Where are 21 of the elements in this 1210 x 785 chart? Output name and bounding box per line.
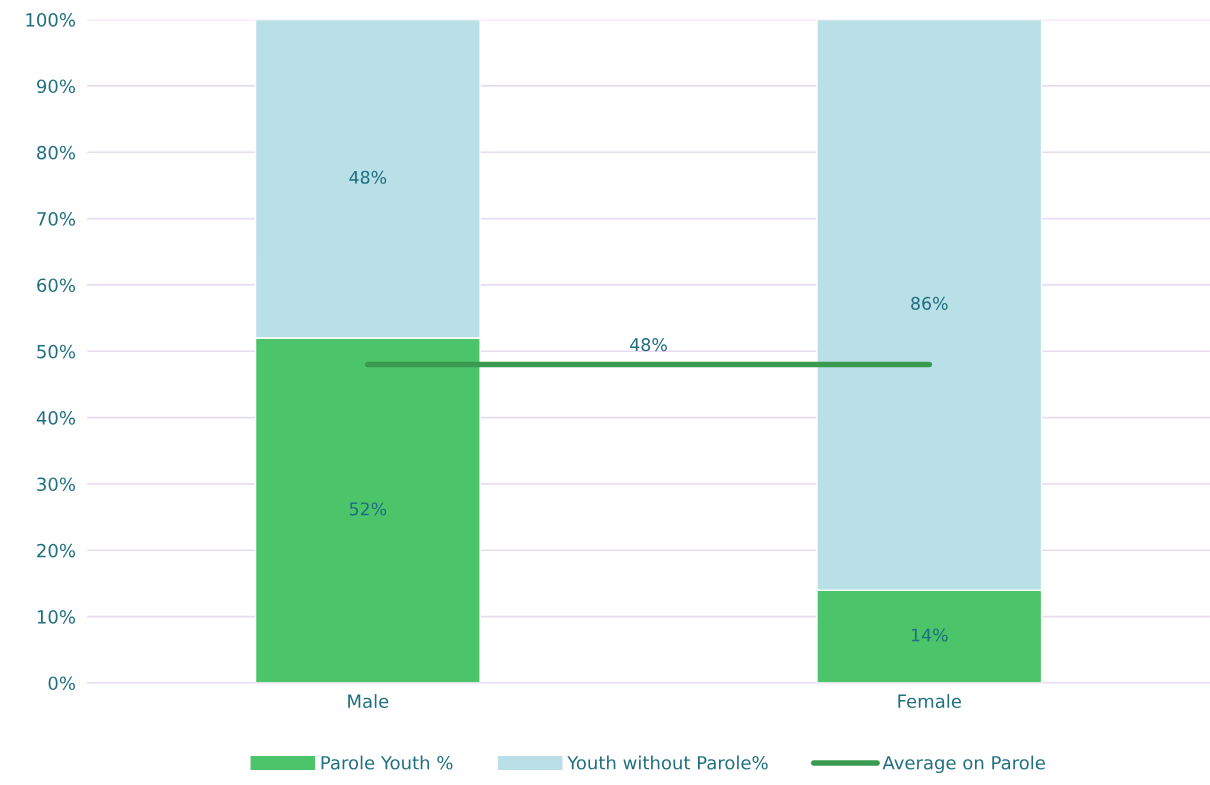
y-tick-label: 80% xyxy=(37,145,76,160)
y-tick-label: 100% xyxy=(26,13,76,27)
y-tick-label: 20% xyxy=(37,543,76,558)
y-tick-label: 10% xyxy=(37,610,76,624)
y-tick-label: 60% xyxy=(37,278,76,293)
data-label: 48% xyxy=(349,170,387,184)
y-tick-label: 0% xyxy=(48,676,76,691)
x-tick-label: Male xyxy=(348,694,389,709)
data-label: 14% xyxy=(911,628,948,642)
y-tick-label: 40% xyxy=(36,411,76,425)
y-tick-label: 90% xyxy=(37,79,76,94)
data-label: 52% xyxy=(349,502,387,516)
data-label: 86% xyxy=(911,296,948,310)
y-tick-label: 70% xyxy=(37,212,76,226)
y-tick-label: 30% xyxy=(37,477,76,492)
legend-label: Average on Parole xyxy=(882,755,1045,774)
y-tick-label: 50% xyxy=(37,344,76,359)
legend-label: Parole Youth % xyxy=(321,755,453,770)
legend-label: Youth without Parole% xyxy=(567,755,768,770)
annotation: 48% xyxy=(630,338,667,352)
x-tick-label: Female xyxy=(898,694,961,709)
